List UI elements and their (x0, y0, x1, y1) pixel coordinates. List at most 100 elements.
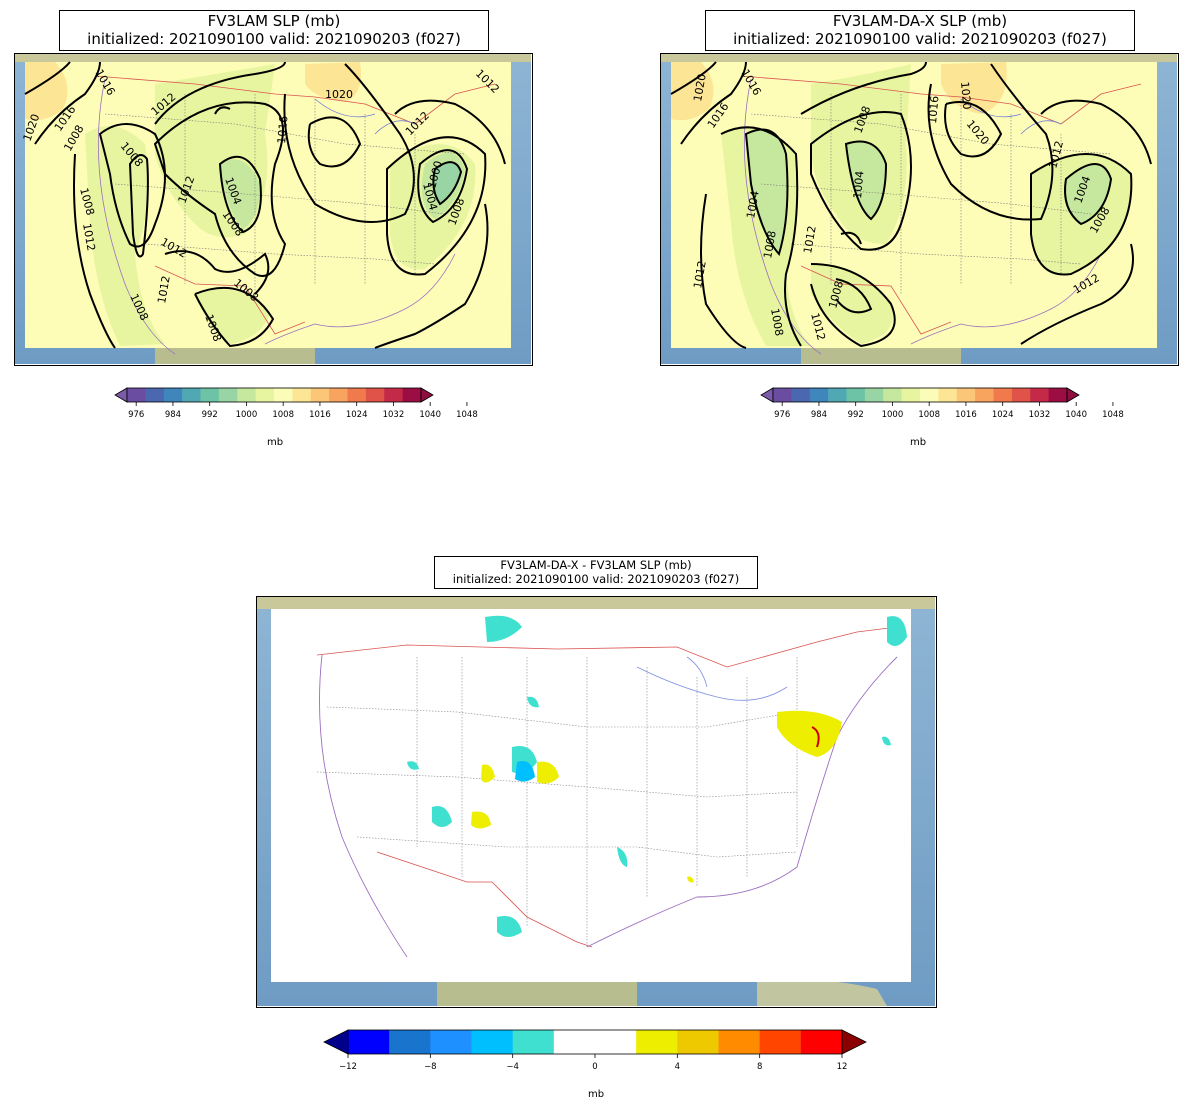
canada-land (661, 54, 1177, 62)
panel3-title: FV3LAM-DA-X - FV3LAM SLP (mb) initialize… (434, 556, 758, 590)
fill-1008-south (811, 264, 893, 344)
colorbar-over-triangle (841, 1029, 867, 1055)
colorbar-segment (800, 1030, 843, 1054)
contour-label: 1004 (851, 170, 866, 199)
colorbar-tick-label: 976 (128, 410, 144, 420)
colorbar-tick-label: 1000 (882, 410, 904, 420)
canada-land (257, 597, 935, 609)
colorbar-segment (553, 1030, 596, 1054)
panel3-map (256, 596, 937, 1008)
colorbar-tick-label: 1024 (992, 410, 1014, 420)
contour-label: 1008 (768, 307, 786, 337)
colorbar-tick-label: −12 (339, 1062, 357, 1072)
colorbar-tick-label: 1032 (1029, 410, 1051, 420)
colorbar-segment (975, 388, 994, 402)
contour-label: 1012 (155, 275, 173, 305)
colorbar-tick-label: 992 (202, 410, 218, 420)
colorbar-segment (347, 388, 367, 402)
colorbar-tick-label: 1016 (309, 410, 331, 420)
colorbar-segment (718, 1030, 761, 1054)
contour-label: 1012 (691, 260, 709, 290)
colorbar-tick-label: 1016 (955, 410, 977, 420)
fill-1020-lakes (305, 62, 361, 102)
colorbar-segment (864, 388, 884, 402)
colorbar-segment (846, 388, 866, 402)
colorbar-outline (772, 387, 1068, 403)
colorbar-segment (127, 388, 146, 402)
colorbar-segment (920, 388, 939, 402)
colorbar-segment (471, 1030, 514, 1054)
contour-label: 1016 (926, 95, 941, 124)
panel1-title: FV3LAM SLP (mb) initialized: 2021090100 … (59, 10, 489, 52)
colorbar-under-triangle (760, 387, 774, 403)
panel3-title-line2: initialized: 2021090100 valid: 202109020… (452, 571, 740, 586)
colorbar-tick-label: 1048 (456, 410, 478, 420)
panel1-map-svg: 1016 1008 1012 1020 1016 1012 1008 1008 … (15, 54, 531, 364)
colorbar-segment (1030, 388, 1050, 402)
colorbar-tick-label: 1040 (419, 410, 441, 420)
colorbar-segment (938, 388, 958, 402)
colorbar-segment (759, 1030, 802, 1054)
panel2-map-svg: 1020 1016 1016 1008 1016 1020 1020 1012 … (661, 54, 1177, 364)
political-boundaries (94, 75, 496, 355)
colorbar-segment (365, 388, 385, 402)
colorbar-segment (993, 388, 1013, 402)
colorbar-over-triangle (1066, 387, 1080, 403)
slp-contours (24, 61, 506, 349)
colorbar-segment (310, 388, 330, 402)
colorbar-segment (329, 388, 348, 402)
colorbar-segment (255, 388, 275, 402)
colorbar-segment (828, 388, 847, 402)
political-boundaries (740, 75, 1142, 355)
colorbar-under-triangle (114, 387, 128, 403)
colorbar-segment (182, 388, 201, 402)
colorbar-segment (901, 388, 921, 402)
panel2-colorbar: 976 984 992 1000 1008 1016 1024 1032 1040 1048 (760, 387, 1124, 428)
panel2-map: 1020 1016 1016 1008 1016 1020 1020 1012 … (660, 53, 1179, 366)
colorbar-segment (292, 388, 312, 402)
colorbar-tick-label: 1032 (383, 410, 405, 420)
fill-1020-northwest (25, 62, 68, 121)
colorbar-over-triangle (420, 387, 434, 403)
colorbar-segment (402, 388, 422, 402)
panel2-colorbar-label: mb (909, 437, 927, 448)
panel3-title-line1: FV3LAM-DA-X - FV3LAM SLP (mb) (500, 558, 692, 572)
panel1-title-line1: FV3LAM SLP (mb) (207, 12, 341, 30)
fill-1004-west (746, 129, 788, 254)
colorbar-segment (200, 388, 220, 402)
colorbar-tick-label: 8 (757, 1062, 762, 1072)
panel1-title-line2: initialized: 2021090100 valid: 202109020… (87, 29, 461, 48)
colorbar-segment (883, 388, 903, 402)
colorbar-segment (348, 1030, 390, 1054)
mexico-land (155, 348, 315, 364)
panel3-colorbar: −12 −8 −4 0 4 8 12 (322, 1029, 870, 1080)
difference-patches (407, 615, 907, 937)
fill-1008-texas (195, 289, 270, 344)
colorbar-tick-label: 984 (165, 410, 181, 420)
colorbar-segment (274, 388, 293, 402)
panel3-colorbar-label: mb (587, 1089, 605, 1100)
colorbar-segment (1011, 388, 1031, 402)
political-boundaries (316, 626, 898, 958)
cuba-land (757, 979, 887, 1006)
colorbar-tick-label: 1008 (272, 410, 294, 420)
colorbar-tick-label: 4 (675, 1062, 680, 1072)
fill-1000-east (433, 162, 460, 202)
colorbar-outline (126, 387, 422, 403)
panel1-colorbar-label: mb (266, 437, 284, 448)
colorbar-segment (1048, 388, 1068, 402)
fill-1008-west (721, 127, 811, 346)
panel3-colorbar-svg: −12 −8 −4 0 4 8 12 (323, 1029, 867, 1072)
colorbar-tick-label: −8 (424, 1062, 437, 1072)
fill-1004-rockies (846, 141, 886, 219)
colorbar-tick-label: −4 (506, 1062, 519, 1072)
colorbar-segment (218, 388, 238, 402)
colorbar-segment (512, 1030, 555, 1054)
panel1-colorbar: 976 984 992 1000 1008 1016 1024 1032 1040 1048 (114, 387, 478, 428)
canada-land (15, 54, 531, 62)
colorbar-tick-label: 12 (837, 1062, 848, 1072)
contour-label: 1008 (761, 230, 779, 260)
panel2-title-line1: FV3LAM-DA-X SLP (mb) (832, 12, 1008, 30)
colorbar-segment (145, 388, 165, 402)
colorbar-segment (163, 388, 183, 402)
